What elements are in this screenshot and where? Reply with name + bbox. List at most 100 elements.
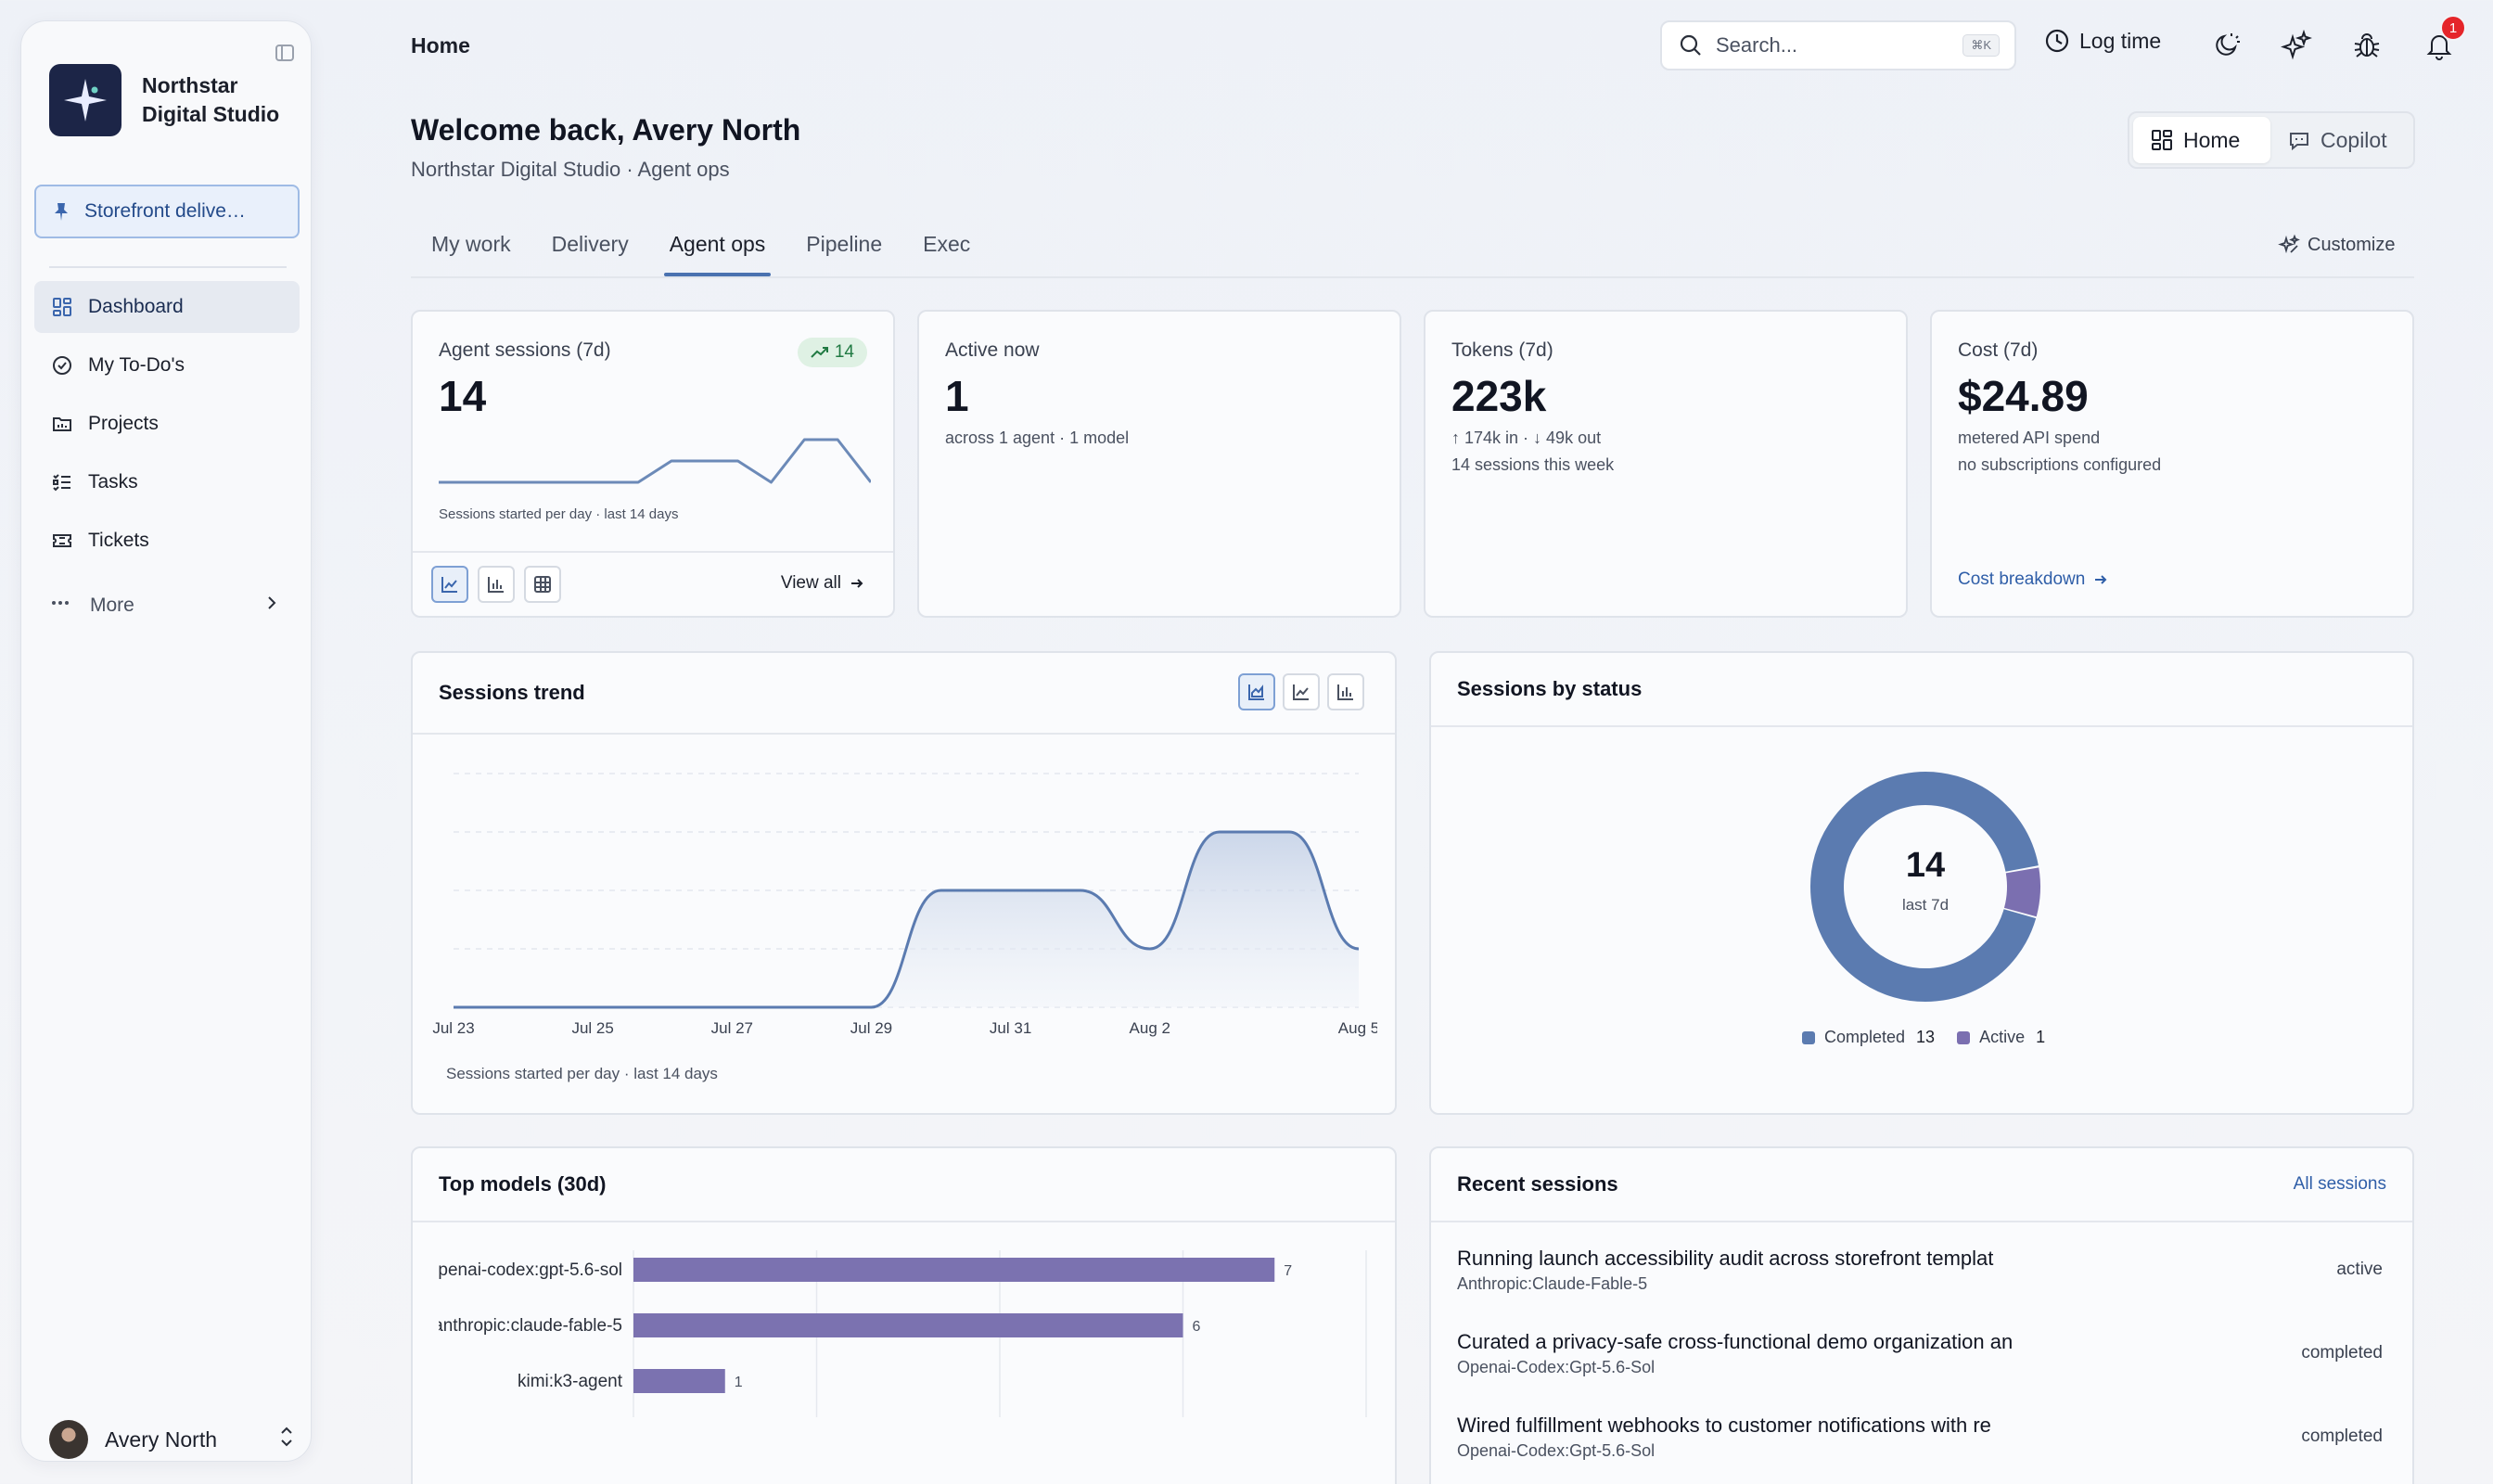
mode-copilot-button[interactable]: Copilot: [2270, 117, 2404, 163]
brand[interactable]: Northstar Digital Studio: [49, 64, 290, 136]
legend-swatch: [1957, 1030, 1971, 1044]
tab-exec[interactable]: Exec: [923, 232, 971, 256]
cost-breakdown-label: Cost breakdown: [1958, 569, 2086, 589]
panel-title: Recent sessions: [1457, 1172, 1618, 1196]
view-all-link[interactable]: View all: [781, 573, 865, 594]
sparkline-series: [439, 438, 871, 484]
view-line-button[interactable]: [431, 566, 468, 603]
sidebar-item-label: More: [90, 595, 134, 616]
all-sessions-link[interactable]: All sessions: [2293, 1174, 2386, 1194]
bar-value-label: 6: [1193, 1319, 1201, 1335]
page-title: Welcome back, Avery North: [411, 113, 801, 147]
view-table-button[interactable]: [524, 566, 561, 603]
tabs-divider: [411, 276, 2414, 278]
chevron-right-icon: [262, 594, 281, 618]
sidebar-item-more[interactable]: More: [34, 580, 300, 632]
ticket-icon: [49, 528, 75, 554]
notification-bell-icon[interactable]: 1: [2422, 15, 2466, 63]
arrow-right-icon: [851, 579, 863, 588]
kpi-label: Cost (7d): [1958, 339, 2039, 361]
kpi-label: Agent sessions (7d): [439, 339, 611, 361]
folder-icon: [49, 411, 75, 437]
table-icon: [534, 576, 551, 593]
status-legend: Completed 13 Active 1: [1802, 1028, 2067, 1047]
ellipsis-icon: [49, 592, 75, 620]
legend-count: 1: [2036, 1028, 2046, 1046]
kpi-value: 223k: [1451, 372, 1547, 420]
sidebar-collapse-icon[interactable]: [272, 40, 298, 66]
chat-bot-icon: [2290, 133, 2308, 151]
cost-breakdown-link[interactable]: Cost breakdown: [1958, 569, 2109, 590]
kpi-card-sessions: Agent sessions (7d) 14 14 Sessions start…: [411, 310, 895, 618]
session-status: active: [2336, 1260, 2383, 1279]
sidebar: Northstar Digital Studio Storefront deli…: [20, 20, 312, 1462]
view-area-button[interactable]: [1238, 673, 1275, 710]
panel-divider: [413, 733, 1395, 735]
sidebar-item-todos[interactable]: My To-Do's: [34, 339, 300, 391]
search-input[interactable]: Search... ⌘K: [1660, 20, 2016, 70]
kpi-subtext: across 1 agent · 1 model: [945, 429, 1130, 447]
panel-divider: [1431, 725, 2412, 727]
tab-my-work[interactable]: My work: [431, 232, 511, 256]
trend-badge: 14: [797, 338, 867, 367]
arrow-right-icon: [2095, 575, 2107, 584]
sidebar-item-dashboard[interactable]: Dashboard: [34, 281, 300, 333]
pinned-project[interactable]: Storefront delive…: [34, 185, 300, 238]
kpi-subtext: ↑ 174k in · ↓ 49k out: [1451, 429, 1602, 447]
session-row[interactable]: Curated a privacy-safe cross-functional …: [1457, 1330, 2386, 1377]
session-title: Wired fulfillment webhooks to customer n…: [1457, 1414, 1991, 1437]
sessions-trend-panel: Sessions trend Jul 23 Jul 25 Jul 27 Jul 29 J…: [411, 651, 1397, 1115]
x-tick-label: Aug 5: [1338, 1019, 1377, 1037]
view-bar-button[interactable]: [478, 566, 515, 603]
sparkline-caption: Sessions started per day · last 14 days: [439, 506, 679, 522]
tab-delivery[interactable]: Delivery: [551, 232, 629, 256]
sidebar-divider: [49, 266, 287, 268]
panel-divider: [1431, 1221, 2412, 1222]
trend-badge-value: 14: [834, 342, 854, 362]
mode-home-button[interactable]: Home: [2133, 117, 2270, 163]
x-tick-label: Jul 23: [432, 1019, 474, 1037]
search-shortcut: ⌘K: [1962, 34, 2000, 57]
user-menu[interactable]: Avery North: [49, 1420, 292, 1459]
tab-pipeline[interactable]: Pipeline: [806, 232, 883, 256]
log-time-button[interactable]: Log time: [2044, 28, 2161, 54]
legend-swatch: [1802, 1030, 1815, 1044]
sidebar-item-tasks[interactable]: Tasks: [34, 456, 300, 508]
session-status: completed: [2301, 1426, 2383, 1446]
sessions-sparkline: [439, 438, 871, 484]
legend-label: Completed: [1824, 1028, 1906, 1046]
y-tick-label: openai-codex:gpt-5.6-sol: [439, 1260, 622, 1280]
pin-icon: [55, 203, 68, 221]
view-all-label: View all: [780, 573, 841, 593]
panel-title: Sessions by status: [1457, 677, 1643, 700]
pinned-project-label: Storefront delive…: [84, 200, 246, 222]
line-chart-icon: [1293, 684, 1309, 700]
sparkles-icon[interactable]: [2279, 28, 2314, 63]
tab-agent-ops[interactable]: Agent ops: [649, 232, 786, 276]
session-title: Running launch accessibility audit acros…: [1457, 1247, 1994, 1270]
customize-button[interactable]: Customize: [2278, 234, 2395, 256]
model-bar: [633, 1258, 1275, 1282]
check-circle-icon: [49, 352, 75, 378]
x-tick-label: Jul 31: [990, 1019, 1031, 1037]
clock-icon: [2045, 29, 2069, 53]
view-bar-button[interactable]: [1327, 673, 1364, 710]
area-chart-icon: [1248, 684, 1264, 700]
bug-icon[interactable]: [2349, 28, 2384, 63]
sidebar-item-projects[interactable]: Projects: [34, 398, 300, 450]
trend-caption: Sessions started per day · last 14 days: [446, 1065, 718, 1082]
sessions-trend-chart: Jul 23 Jul 25 Jul 27 Jul 29 Jul 31 Aug 2 Aug 5: [432, 773, 1377, 1037]
session-row[interactable]: Running launch accessibility audit acros…: [1457, 1247, 2386, 1294]
trend-line: [454, 830, 1360, 1009]
search-placeholder: Search...: [1716, 33, 1798, 57]
sidebar-item-tickets[interactable]: Tickets: [34, 515, 300, 567]
user-name: Avery North: [105, 1426, 218, 1452]
theme-toggle-icon[interactable]: [2208, 28, 2244, 63]
mode-switch: Home Copilot: [2128, 111, 2415, 169]
view-line-button[interactable]: [1283, 673, 1320, 710]
chevron-updown-icon: [277, 1425, 296, 1454]
bar-chart-icon: [1337, 684, 1353, 700]
donut-center-value: 14: [1905, 846, 1946, 885]
bar-value-label: 7: [1284, 1263, 1292, 1279]
session-row[interactable]: Wired fulfillment webhooks to customer n…: [1457, 1414, 2386, 1461]
